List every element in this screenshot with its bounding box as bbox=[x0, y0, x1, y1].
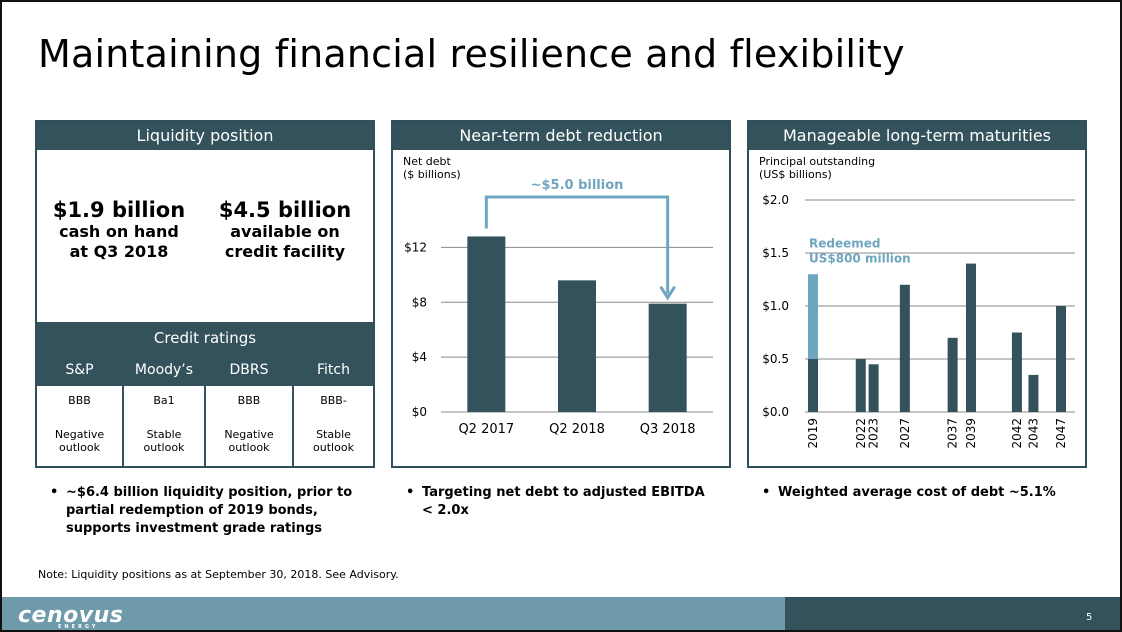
bar-2037 bbox=[947, 337, 958, 412]
debt-header: Near-term debt reduction bbox=[393, 122, 729, 150]
x-tick-label: 2027 bbox=[898, 418, 912, 449]
facility-amount: $4.5 billion bbox=[218, 198, 352, 222]
bar-2019 bbox=[808, 359, 818, 412]
y-tick-label: $0.0 bbox=[762, 405, 789, 419]
x-tick-label: 2042 bbox=[1010, 418, 1024, 449]
ratings-divider bbox=[122, 354, 124, 466]
agency-grade: Ba1 bbox=[153, 394, 175, 407]
net-debt-chart: $0 $4 $8 $12 Q2 2017 Q2 2018 Q3 2018 ~$5.0 bill… bbox=[404, 178, 713, 437]
x-tick-label: 2037 bbox=[946, 418, 960, 449]
x-tick-label: 2022 bbox=[854, 418, 868, 449]
agency-outlook: Negative outlook bbox=[224, 428, 274, 454]
y-tick-label: $1.5 bbox=[762, 246, 789, 260]
agency-grade: BBB bbox=[237, 394, 261, 407]
maturities-header: Manageable long-term maturities bbox=[749, 122, 1085, 150]
x-tick-label: Q3 2018 bbox=[640, 422, 696, 437]
cash-on-hand: $1.9 billion cash on hand at Q3 2018 bbox=[39, 198, 199, 262]
x-tick-label: 2039 bbox=[964, 418, 978, 449]
bar-q2-2017 bbox=[467, 236, 506, 412]
facility-desc-line1: available on bbox=[230, 222, 340, 241]
y-tick-label: $0 bbox=[412, 405, 427, 419]
credit-ratings-table: S&P BBB Negative outlook Moody’s Ba1 Stab… bbox=[37, 354, 373, 466]
rating-col-sp: S&P BBB Negative outlook bbox=[37, 354, 122, 466]
rating-col-moodys: Moody’s Ba1 Stable outlook bbox=[124, 354, 204, 466]
page-title: Maintaining financial resilience and fle… bbox=[38, 32, 905, 76]
y-tick-label: $8 bbox=[412, 295, 427, 309]
agency-name: DBRS bbox=[229, 362, 269, 378]
cenovus-logo-subtitle: ENERGY bbox=[58, 624, 99, 630]
cash-amount: $1.9 billion bbox=[52, 198, 186, 222]
page-number: 5 bbox=[1086, 612, 1093, 623]
ratings-divider bbox=[204, 354, 206, 466]
bar-2042 bbox=[1011, 332, 1022, 412]
agency-outlook: Stable outlook bbox=[313, 428, 354, 454]
liquidity-bullet: ~$6.4 billion liquidity position, prior … bbox=[46, 484, 366, 538]
bar-2023 bbox=[868, 364, 879, 412]
cash-desc-line1: cash on hand bbox=[59, 222, 179, 241]
redeemed-annotation-line2: US$800 million bbox=[809, 252, 911, 266]
footer-bar-right bbox=[785, 597, 1120, 630]
footer-bar-left bbox=[2, 597, 785, 630]
reduction-annotation: ~$5.0 billion bbox=[531, 178, 624, 193]
x-tick-label: 2023 bbox=[867, 418, 881, 449]
credit-ratings-header: Credit ratings bbox=[37, 322, 373, 354]
cenovus-logo: cenovus bbox=[18, 603, 124, 628]
bullet-item: Targeting net debt to adjusted EBITDA < … bbox=[402, 484, 722, 520]
x-tick-label: 2043 bbox=[1026, 418, 1040, 449]
ratings-divider bbox=[292, 354, 294, 466]
x-tick-label: 2047 bbox=[1054, 418, 1068, 449]
maturities-panel: Manageable long-term maturities Principa… bbox=[747, 120, 1087, 468]
x-tick-label: 2019 bbox=[806, 418, 820, 449]
net-debt-ylabel: Net debt ($ billions) bbox=[403, 155, 461, 181]
reduction-arrow bbox=[484, 195, 670, 294]
x-tick-label: Q2 2017 bbox=[458, 422, 514, 437]
bar-2047 bbox=[1056, 306, 1066, 412]
bar-2027 bbox=[899, 284, 910, 412]
bar-q3-2018 bbox=[648, 303, 687, 412]
arrow-head bbox=[659, 285, 676, 301]
bullet-item: Weighted average cost of debt ~5.1% bbox=[758, 484, 1078, 502]
bar-2043 bbox=[1028, 374, 1039, 412]
debt-bullet: Targeting net debt to adjusted EBITDA < … bbox=[402, 484, 722, 520]
y-tick-label: $12 bbox=[404, 240, 427, 254]
redeemed-annotation-line1: Redeemed bbox=[809, 237, 880, 251]
bullet-item: ~$6.4 billion liquidity position, prior … bbox=[46, 484, 366, 538]
y-tick-label: $1.0 bbox=[762, 299, 789, 313]
rating-col-fitch: Fitch BBB- Stable outlook bbox=[294, 354, 373, 466]
x-tick-label: Q2 2018 bbox=[549, 422, 605, 437]
agency-outlook: Negative outlook bbox=[54, 428, 105, 454]
agency-outlook: Stable outlook bbox=[143, 428, 185, 454]
facility-desc-line2: credit facility bbox=[224, 242, 346, 261]
bar-2039 bbox=[965, 263, 976, 412]
agency-name: S&P bbox=[65, 362, 94, 378]
agency-grade: BBB- bbox=[320, 394, 347, 407]
bar-q2-2018 bbox=[558, 280, 596, 412]
y-tick-label: $0.5 bbox=[762, 352, 789, 366]
credit-facility: $4.5 billion available on credit facilit… bbox=[205, 198, 365, 262]
liquidity-header: Liquidity position bbox=[37, 122, 373, 150]
liquidity-panel: Liquidity position $1.9 billion cash on … bbox=[35, 120, 375, 468]
footnote: Note: Liquidity positions as at Septembe… bbox=[38, 568, 399, 581]
agency-grade: BBB bbox=[68, 394, 91, 407]
maturities-bullet: Weighted average cost of debt ~5.1% bbox=[758, 484, 1078, 502]
y-tick-label: $4 bbox=[412, 350, 427, 364]
y-tick-label: $2.0 bbox=[762, 193, 789, 207]
rating-col-dbrs: DBRS BBB Negative outlook bbox=[206, 354, 292, 466]
debt-panel: Near-term debt reduction Net debt ($ bil… bbox=[391, 120, 731, 468]
cash-desc-line2: at Q3 2018 bbox=[69, 242, 169, 261]
bar-redeemed-2019 bbox=[808, 274, 818, 359]
agency-name: Moody’s bbox=[134, 362, 194, 378]
principal-ylabel: Principal outstanding (US$ billions) bbox=[759, 155, 876, 181]
agency-name: Fitch bbox=[317, 362, 350, 378]
bar-2022 bbox=[855, 359, 866, 412]
